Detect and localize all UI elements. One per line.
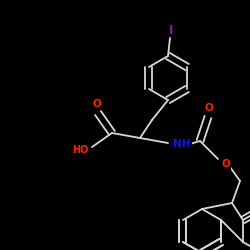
Text: NH: NH <box>173 139 191 149</box>
Text: I: I <box>169 24 173 36</box>
Text: O: O <box>204 103 214 113</box>
Text: O: O <box>222 159 230 169</box>
Text: HO: HO <box>72 145 88 155</box>
Text: O: O <box>92 99 102 109</box>
